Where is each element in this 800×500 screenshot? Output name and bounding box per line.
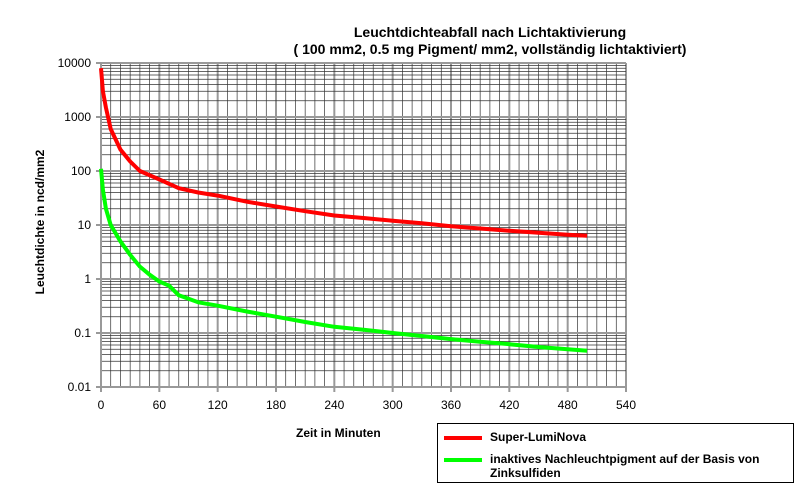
legend-label: Super-LumiNova bbox=[490, 430, 587, 444]
y-tick-label: 10 bbox=[78, 218, 92, 232]
legend-label: inaktives Nachleuchtpigment auf der Basi… bbox=[490, 452, 760, 480]
title-line: Leuchtdichteabfall nach Lichtaktivierung bbox=[353, 24, 627, 40]
y-tick-label: 0.01 bbox=[68, 380, 92, 394]
x-tick-label: 240 bbox=[324, 398, 344, 412]
x-tick-label: 360 bbox=[441, 398, 461, 412]
legend: Super-LumiNova inaktives Nachleuchtpigme… bbox=[437, 423, 794, 483]
x-tick-label: 60 bbox=[153, 398, 167, 412]
legend-swatch bbox=[444, 458, 482, 462]
subtitle-line: ( 100 mm2, 0.5 mg Pigment/ mm2, vollstän… bbox=[293, 41, 687, 57]
y-tick-label: 0.1 bbox=[74, 326, 91, 340]
legend-item-super-luminova: Super-LumiNova bbox=[444, 430, 586, 444]
x-axis-label: Zeit in Minuten bbox=[296, 426, 381, 440]
legend-item-zinksulfid: inaktives Nachleuchtpigment auf der Basi… bbox=[444, 452, 789, 480]
x-tick-label: 480 bbox=[558, 398, 578, 412]
x-tick-label: 120 bbox=[208, 398, 228, 412]
y-tick-label: 1 bbox=[84, 272, 91, 286]
x-tick-label: 420 bbox=[499, 398, 519, 412]
series-line-1 bbox=[99, 168, 588, 353]
x-tick-label: 300 bbox=[383, 398, 403, 412]
x-tick-label: 540 bbox=[616, 398, 636, 412]
y-tick-label: 100 bbox=[71, 164, 91, 178]
chart-title: Leuchtdichteabfall nach Lichtaktivierung… bbox=[0, 24, 800, 58]
x-tick-label: 180 bbox=[266, 398, 286, 412]
series-line-0 bbox=[99, 68, 588, 238]
legend-swatch bbox=[444, 436, 482, 440]
y-tick-label: 10000 bbox=[58, 56, 92, 70]
y-tick-label: 1000 bbox=[64, 110, 91, 124]
x-tick-label: 0 bbox=[98, 398, 105, 412]
